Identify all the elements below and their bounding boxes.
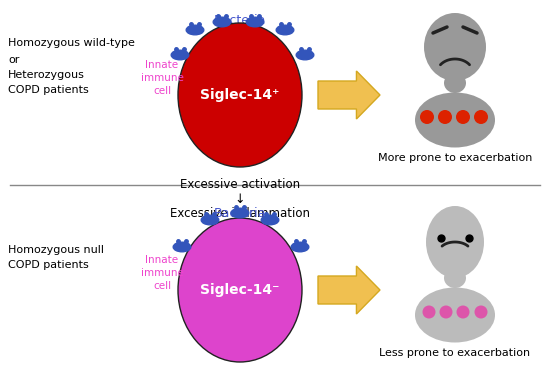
Ellipse shape [173,242,191,252]
Text: Siglec-14⁺: Siglec-14⁺ [200,88,280,102]
Text: Innate
immune
cell: Innate immune cell [141,255,184,291]
Ellipse shape [444,73,466,93]
Ellipse shape [415,92,495,148]
Ellipse shape [178,23,302,167]
Ellipse shape [422,305,436,319]
Text: Heterozygous: Heterozygous [8,70,85,80]
Ellipse shape [213,17,231,27]
Ellipse shape [186,25,204,35]
Ellipse shape [296,50,314,60]
Ellipse shape [474,110,488,124]
Text: or: or [8,55,19,65]
Ellipse shape [246,17,264,27]
Text: Excessive inflammation: Excessive inflammation [170,207,310,220]
Text: Homozygous wild-type: Homozygous wild-type [8,38,135,48]
Text: More prone to exacerbation: More prone to exacerbation [378,153,532,163]
Ellipse shape [415,287,495,342]
Ellipse shape [439,305,453,319]
Text: Less prone to exacerbation: Less prone to exacerbation [379,348,531,358]
Ellipse shape [178,218,302,362]
Ellipse shape [231,208,249,218]
Ellipse shape [444,268,466,288]
Text: COPD patients: COPD patients [8,85,89,95]
Text: Bacteria: Bacteria [214,14,266,27]
Text: Excessive activation: Excessive activation [180,178,300,191]
Ellipse shape [475,305,487,319]
Ellipse shape [456,110,470,124]
Ellipse shape [171,50,189,60]
Ellipse shape [438,110,452,124]
Ellipse shape [456,305,470,319]
Ellipse shape [291,242,309,252]
Text: COPD patients: COPD patients [8,260,89,270]
Ellipse shape [276,25,294,35]
Polygon shape [318,71,380,119]
Polygon shape [318,266,380,314]
Ellipse shape [261,215,279,225]
Ellipse shape [201,215,219,225]
Text: ↓: ↓ [235,193,245,206]
Text: Siglec-14⁻: Siglec-14⁻ [200,283,280,297]
Ellipse shape [420,110,434,124]
Text: Homozygous null: Homozygous null [8,245,104,255]
Text: Bacteria: Bacteria [214,207,266,220]
Ellipse shape [424,13,486,81]
Ellipse shape [426,206,484,278]
Text: Innate
immune
cell: Innate immune cell [141,60,184,96]
